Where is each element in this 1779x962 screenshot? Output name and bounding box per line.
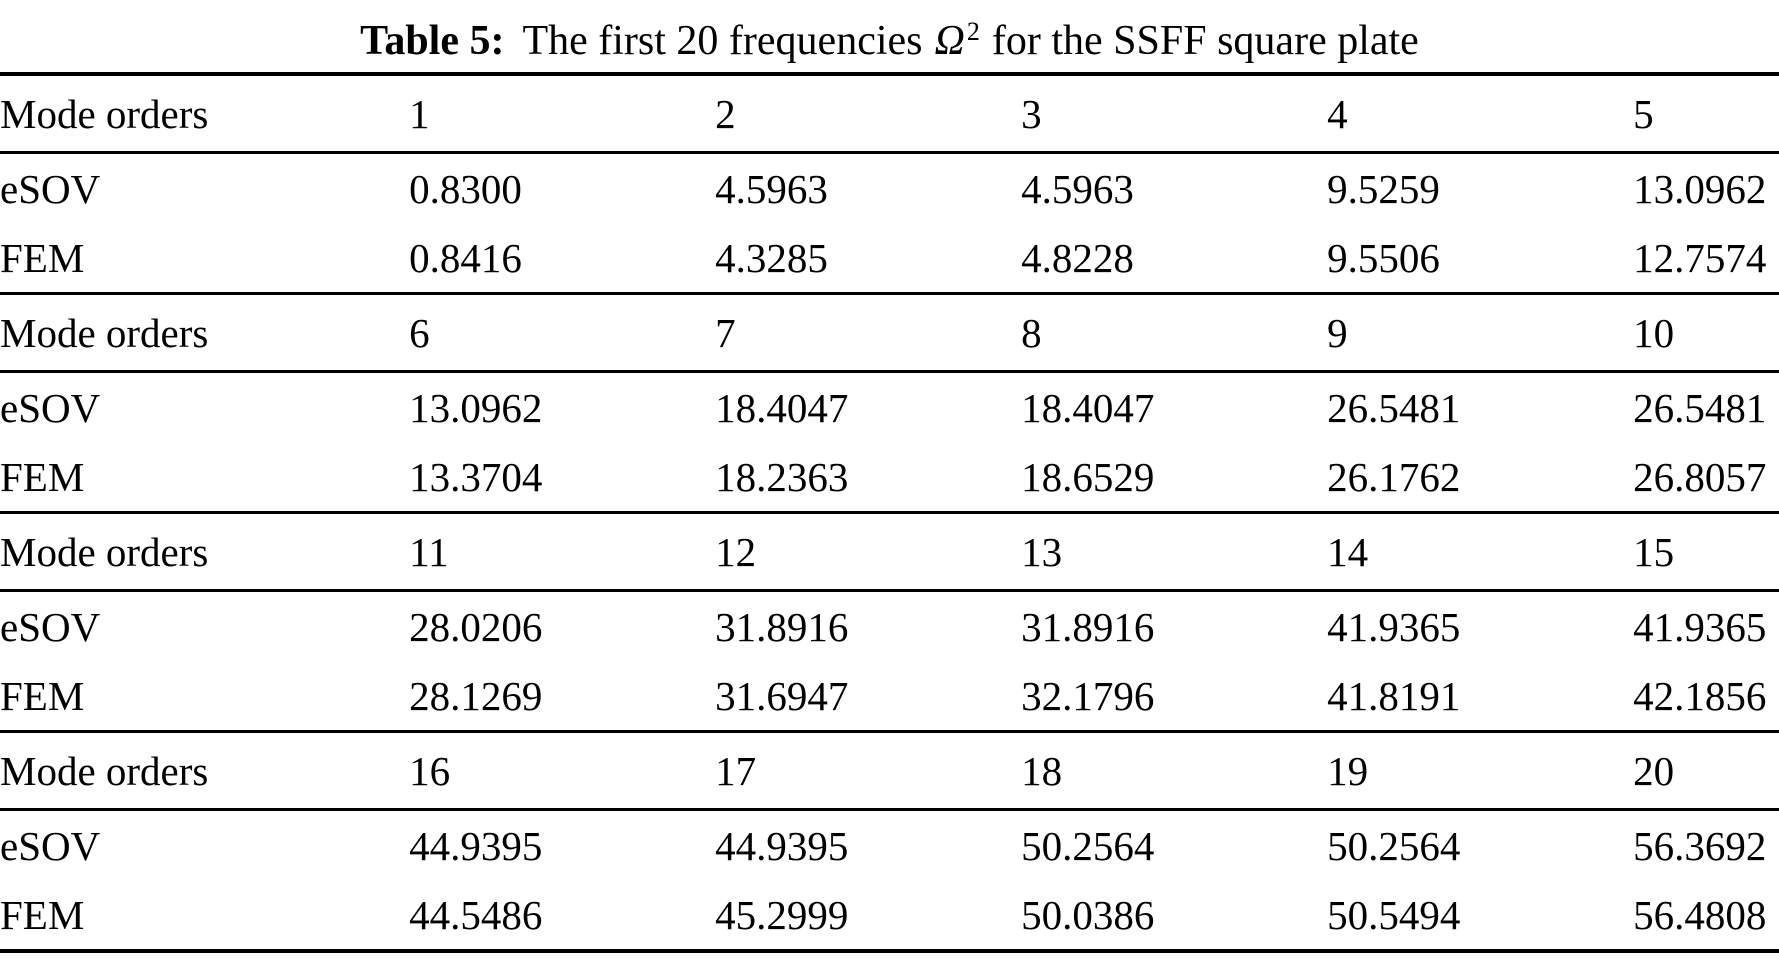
row-label: Mode orders xyxy=(0,74,410,154)
mode-number-cell: 16 xyxy=(409,731,716,811)
frequency-cell: 12.7574 xyxy=(1633,223,1779,295)
mode-number-cell: 2 xyxy=(715,74,1022,154)
frequency-cell: 56.3692 xyxy=(1633,822,1767,869)
mode-number-cell: 15 xyxy=(1633,512,1779,592)
fem-row: FEM 13.3704 18.2363 18.6529 26.1762 26.8… xyxy=(0,442,1779,514)
mode-number-cell: 11 xyxy=(409,512,716,592)
frequency-cell: 4.3285 xyxy=(715,223,1022,295)
frequency-cell: 0.8300 xyxy=(409,165,522,212)
row-label: eSOV xyxy=(0,822,101,869)
mode-number-cell: 7 xyxy=(715,293,1022,373)
frequency-cell: 28.0206 xyxy=(409,603,543,650)
frequency-cell: 13.0962 xyxy=(1633,165,1767,212)
frequency-cell: 0.8416 xyxy=(409,223,716,295)
table-caption-text: The first 20 frequencies xyxy=(522,18,923,64)
row-label: FEM xyxy=(0,223,410,295)
frequency-cell: 41.8191 xyxy=(1327,661,1634,733)
row-label: Mode orders xyxy=(0,731,410,811)
esov-row: eSOV 13.0962 18.4047 18.4047 26.5481 26.… xyxy=(0,372,1779,443)
table-caption-number: Table 5: xyxy=(360,18,505,64)
frequency-cell: 45.2999 xyxy=(715,891,849,938)
mode-orders-header-row: Mode orders 16 17 18 19 20 xyxy=(0,731,1779,811)
row-label: FEM xyxy=(0,442,410,514)
frequency-cell: 50.0386 xyxy=(1021,891,1155,938)
row-label: FEM xyxy=(0,661,410,733)
mode-number-cell: 8 xyxy=(1021,293,1328,373)
frequency-cell: 18.4047 xyxy=(715,384,849,431)
table-caption: Table 5: The first 20 frequencies Ω2 for th… xyxy=(0,0,1779,70)
esov-row: eSOV 44.9395 44.9395 50.2564 50.2564 56.… xyxy=(0,810,1779,881)
frequency-cell: 50.2564 xyxy=(1021,822,1155,869)
mode-number-cell: 5 xyxy=(1633,74,1779,154)
frequency-cell: 41.9365 xyxy=(1327,603,1461,650)
frequency-cell: 4.8228 xyxy=(1021,223,1328,295)
row-label: Mode orders xyxy=(0,293,410,373)
mode-number-cell: 12 xyxy=(715,512,1022,592)
table-caption-text-after: for the SSFF square plate xyxy=(991,18,1419,64)
fem-row: FEM 44.5486 45.2999 50.0386 50.5494 56.4… xyxy=(0,880,1779,951)
frequency-cell: 56.4808 xyxy=(1633,891,1767,938)
mode-orders-header-row: Mode orders 1 2 3 4 5 xyxy=(0,74,1779,154)
mode-number-cell: 18 xyxy=(1021,731,1328,811)
mode-number-cell: 14 xyxy=(1327,512,1634,592)
frequency-cell: 9.5259 xyxy=(1327,165,1440,212)
omega-symbol: Ω xyxy=(934,18,965,64)
mode-number-cell: 1 xyxy=(409,74,716,154)
mode-number-cell: 19 xyxy=(1327,731,1634,811)
mode-number-cell: 13 xyxy=(1021,512,1328,592)
mode-number-cell: 3 xyxy=(1021,74,1328,154)
mode-number-cell: 10 xyxy=(1633,293,1779,373)
frequency-cell: 4.5963 xyxy=(715,165,828,212)
frequency-cell: 18.6529 xyxy=(1021,442,1328,514)
frequency-cell: 26.5481 xyxy=(1327,384,1461,431)
mode-number-cell: 9 xyxy=(1327,293,1634,373)
frequency-cell: 32.1796 xyxy=(1021,661,1328,733)
frequency-table: Mode orders 1 2 3 4 5 eSOV 0.8300 4.5963… xyxy=(0,72,1779,953)
mode-number-cell: 17 xyxy=(715,731,1022,811)
row-label: Mode orders xyxy=(0,512,410,592)
mode-orders-header-row: Mode orders 11 12 13 14 15 xyxy=(0,512,1779,592)
row-label: eSOV xyxy=(0,165,101,212)
frequency-cell: 18.4047 xyxy=(1021,384,1155,431)
mode-number-cell: 6 xyxy=(409,293,716,373)
fem-row: FEM 0.8416 4.3285 4.8228 9.5506 12.7574 xyxy=(0,223,1779,295)
frequency-cell: 42.1856 xyxy=(1633,661,1779,733)
frequency-cell: 44.9395 xyxy=(409,822,543,869)
row-label: eSOV xyxy=(0,384,101,431)
mode-number-cell: 4 xyxy=(1327,74,1634,154)
frequency-cell: 26.1762 xyxy=(1327,442,1634,514)
fem-row: FEM 28.1269 31.6947 32.1796 41.8191 42.1… xyxy=(0,661,1779,733)
frequency-cell: 26.5481 xyxy=(1633,384,1767,431)
frequency-cell: 13.0962 xyxy=(409,384,543,431)
frequency-cell: 44.5486 xyxy=(409,891,543,938)
frequency-cell: 50.5494 xyxy=(1327,891,1461,938)
mode-orders-header-row: Mode orders 6 7 8 9 10 xyxy=(0,293,1779,373)
mode-number-cell: 20 xyxy=(1633,731,1779,811)
frequency-cell: 44.9395 xyxy=(715,822,849,869)
esov-row: eSOV 0.8300 4.5963 4.5963 9.5259 13.0962 xyxy=(0,153,1779,224)
frequency-cell: 9.5506 xyxy=(1327,223,1634,295)
frequency-cell: 26.8057 xyxy=(1633,442,1779,514)
omega-superscript: 2 xyxy=(966,17,980,46)
row-label: eSOV xyxy=(0,603,101,650)
frequency-cell: 31.8916 xyxy=(715,603,849,650)
frequency-cell: 31.6947 xyxy=(715,661,1022,733)
frequency-cell: 13.3704 xyxy=(409,442,716,514)
frequency-cell: 28.1269 xyxy=(409,661,716,733)
esov-row: eSOV 28.0206 31.8916 31.8916 41.9365 41.… xyxy=(0,591,1779,662)
frequency-cell: 18.2363 xyxy=(715,442,1022,514)
frequency-cell: 4.5963 xyxy=(1021,165,1134,212)
frequency-cell: 31.8916 xyxy=(1021,603,1155,650)
row-label: FEM xyxy=(0,891,85,938)
frequency-cell: 50.2564 xyxy=(1327,822,1461,869)
frequency-cell: 41.9365 xyxy=(1633,603,1767,650)
